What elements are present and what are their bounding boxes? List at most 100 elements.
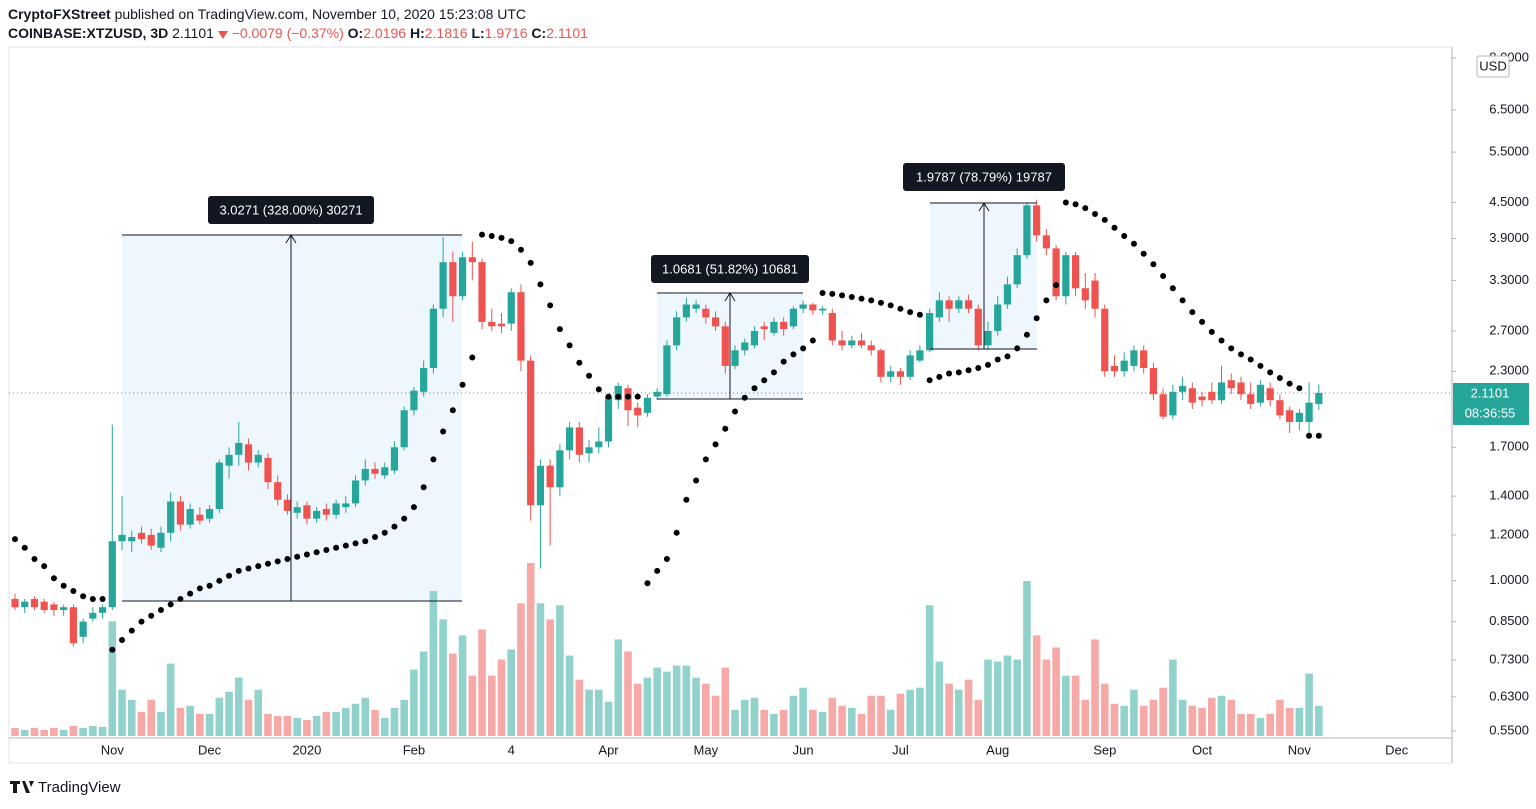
candle-body: [254, 454, 262, 463]
candle-body: [186, 509, 194, 525]
volume-bar: [877, 695, 885, 736]
y-tick-label: 0.6300: [1489, 688, 1529, 703]
measure-label: 1.0681 (51.82%) 10681: [662, 261, 798, 276]
volume-bar: [682, 665, 691, 736]
countdown: 08:36:55: [1465, 405, 1516, 420]
candle-body: [1013, 255, 1021, 285]
candle-body: [322, 509, 330, 515]
sar-dot: [1043, 297, 1050, 304]
sar-dot: [770, 369, 777, 376]
volume-bar: [643, 677, 652, 736]
sar-dot: [936, 373, 943, 380]
x-tick-label: Jun: [793, 742, 814, 757]
sar-dot: [303, 551, 310, 558]
measure-overlay: 3.0271 (328.00%) 30271 1.0681 (51.82%) 1…: [122, 55, 1510, 602]
candle-body: [225, 454, 233, 466]
volume-bar: [361, 697, 370, 736]
open-label: O:: [347, 25, 364, 41]
volume-bar: [770, 713, 778, 736]
volume-bar: [955, 689, 963, 736]
sar-dot: [1257, 362, 1264, 369]
candle-body: [517, 292, 525, 361]
candle-body: [1286, 410, 1294, 422]
volume-bar: [380, 717, 389, 736]
sar-dot: [313, 549, 320, 556]
candle-body: [488, 321, 496, 327]
x-tick-label: Feb: [403, 742, 425, 757]
volume-bar: [1042, 659, 1051, 736]
sar-dot: [683, 496, 690, 503]
sar-dot: [848, 294, 855, 301]
candle-body: [1188, 388, 1196, 403]
volume-bar: [595, 689, 603, 736]
sar-dot: [858, 295, 865, 302]
candle-body: [30, 598, 39, 608]
sar-dot: [1082, 205, 1089, 212]
volume-bar: [789, 695, 798, 736]
volume-bar: [468, 675, 477, 736]
y-tick-label: 0.8500: [1489, 613, 1529, 628]
candle-body: [1149, 368, 1158, 395]
sar-dot: [1130, 240, 1137, 247]
volume-bar: [108, 621, 117, 736]
sar-dot: [916, 311, 923, 318]
volume-bar: [50, 727, 58, 736]
volume-bar: [1285, 707, 1294, 736]
candle-body: [1042, 235, 1050, 249]
candle-body: [458, 257, 467, 297]
volume-bar: [721, 667, 730, 736]
sar-dot: [420, 484, 427, 491]
sar-dot: [975, 365, 982, 372]
candle-body: [760, 326, 768, 330]
candle-body: [663, 345, 671, 395]
sar-dot: [634, 393, 641, 400]
volume-bar: [809, 709, 817, 736]
sar-dot: [732, 408, 739, 415]
volume-bar: [1246, 713, 1255, 736]
sar-dot: [50, 575, 57, 582]
volume-bar: [663, 671, 671, 736]
candle-body: [264, 457, 272, 483]
volume-bar: [1276, 699, 1284, 736]
sar-dot: [926, 377, 933, 384]
sar-dot: [216, 577, 223, 584]
sar-dot: [401, 515, 408, 522]
sar-dot: [712, 441, 719, 448]
candle-body: [1208, 391, 1216, 401]
candle-body: [361, 468, 369, 481]
candle-body: [108, 541, 116, 608]
volume-bar: [750, 697, 759, 736]
candle-body: [896, 371, 905, 377]
sar-dot: [479, 231, 486, 238]
footer-logo: TradingView: [10, 779, 121, 796]
candle-body: [176, 501, 185, 525]
sar-dot: [1267, 369, 1274, 376]
volume-bar: [546, 619, 554, 736]
author: CryptoFXStreet: [8, 6, 111, 22]
volume-bar: [1266, 713, 1274, 736]
sar-dot: [12, 536, 18, 543]
volume-bar: [1178, 699, 1187, 736]
sar-dot: [498, 234, 505, 241]
candle-body: [137, 532, 146, 540]
candle-body: [1295, 412, 1303, 422]
candle-body: [1052, 248, 1060, 297]
volume-bar: [984, 659, 992, 736]
volume-bar: [1139, 705, 1148, 736]
last-price: 2.1101: [172, 25, 214, 41]
sar-dot: [965, 367, 972, 374]
candle-body: [809, 304, 817, 311]
volume-bar: [1295, 707, 1304, 736]
sar-dot: [1004, 353, 1011, 360]
candle-body: [634, 407, 642, 416]
candle-body: [887, 371, 895, 377]
sar-dot: [206, 582, 213, 589]
volume-bar: [1130, 689, 1138, 736]
y-tick-label: 3.3000: [1489, 272, 1529, 287]
candle-body: [828, 313, 836, 341]
volume-bar: [740, 699, 749, 736]
volume-bar: [410, 669, 418, 736]
sar-dot: [1247, 356, 1254, 363]
volume-bar: [59, 729, 68, 736]
volume-bar: [487, 675, 496, 736]
